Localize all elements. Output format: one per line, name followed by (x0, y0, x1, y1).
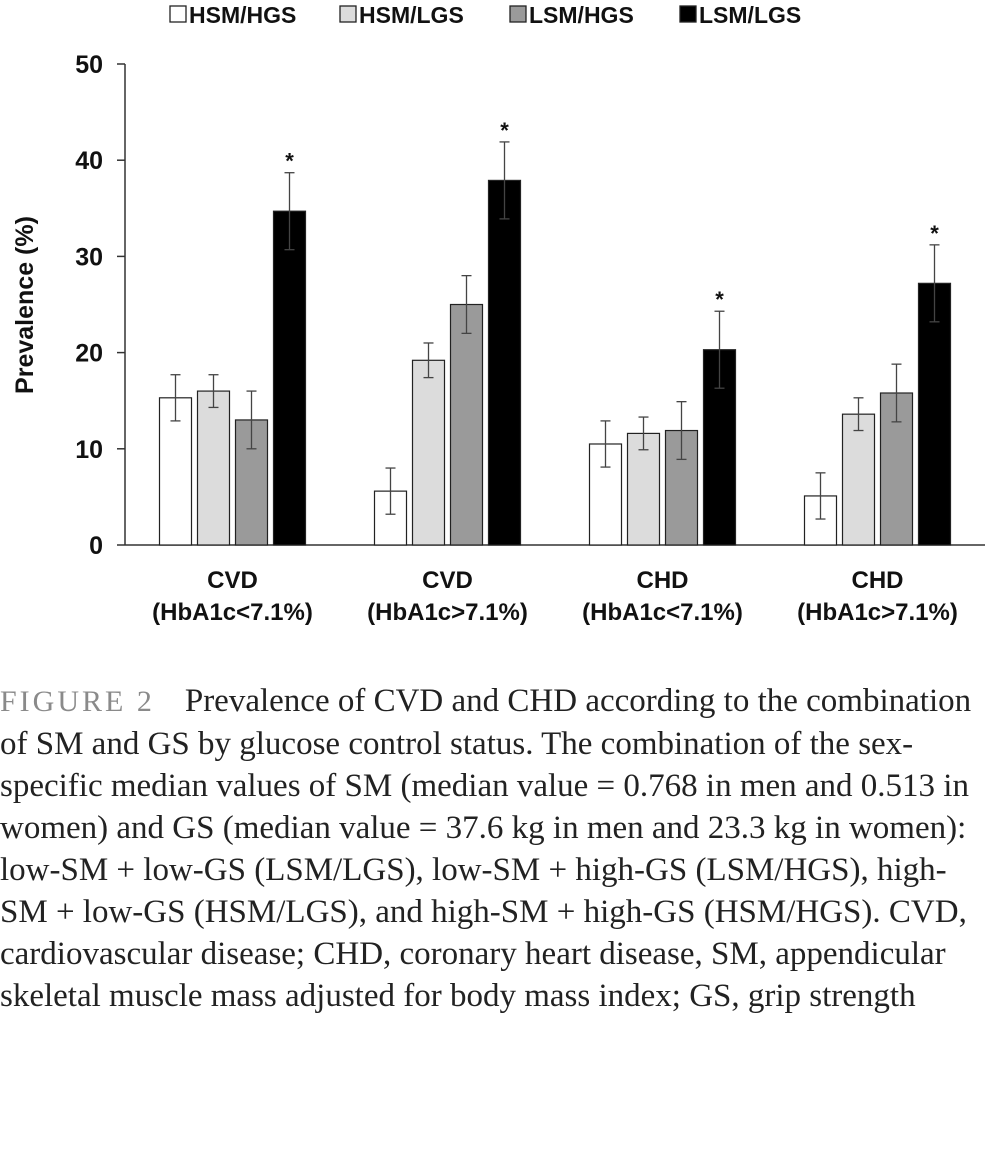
legend-swatch (169, 5, 187, 23)
significance-star: * (930, 221, 939, 246)
bar (158, 397, 193, 546)
x-tick-label-line: (HbA1c>7.1%) (367, 599, 528, 626)
bar (411, 359, 446, 546)
x-tick-label-line: (HbA1c<7.1%) (152, 599, 313, 626)
y-tick-label: 0 (89, 532, 103, 560)
x-axis: CVD (HbA1c<7.1%) CVD (HbA1c>7.1%) CHD (HbA1c<… (125, 544, 985, 626)
bars-group: * * * * (158, 118, 952, 546)
x-tick-label-line: (HbA1c>7.1%) (797, 599, 958, 626)
bar-chart: HSM/HGS HSM/LGS LSM/HGS LSM/LGS Prevalence … (11, 2, 985, 626)
x-tick-label: CVD (HbA1c<7.1%) (152, 567, 313, 626)
x-tick-label: CHD (HbA1c>7.1%) (797, 567, 958, 626)
bar (272, 210, 307, 546)
legend-label: HSM/LGS (359, 2, 464, 28)
figure-caption-text: Prevalence of CVD and CHD according to t… (0, 683, 972, 1014)
x-tick-label-line: CVD (207, 567, 258, 594)
bar (917, 282, 952, 546)
bar (449, 303, 484, 546)
legend-label: HSM/HGS (189, 2, 296, 28)
x-tick-label-line: CVD (422, 567, 473, 594)
legend-label: LSM/LGS (699, 2, 801, 28)
bar (196, 390, 231, 546)
bar (487, 179, 522, 546)
y-axis: 0 10 20 30 40 50 (75, 51, 126, 560)
legend-swatch (339, 5, 357, 23)
y-tick-label: 10 (75, 436, 103, 464)
x-tick-label: CHD (HbA1c<7.1%) (582, 567, 743, 626)
significance-star: * (715, 287, 724, 312)
x-tick-label-line: CHD (637, 567, 689, 594)
figure-label: FIGURE 2 (0, 685, 155, 718)
x-tick-label-line: (HbA1c<7.1%) (582, 599, 743, 626)
legend-swatch (509, 5, 527, 23)
y-tick-label: 20 (75, 340, 103, 368)
y-axis-label: Prevalence (%) (11, 216, 39, 394)
y-tick-label: 50 (75, 51, 103, 79)
legend-swatch (679, 5, 697, 23)
x-tick-label-line: CHD (852, 567, 904, 594)
chart-legend: HSM/HGS HSM/LGS LSM/HGS LSM/LGS (169, 2, 801, 28)
x-tick-label: CVD (HbA1c>7.1%) (367, 567, 528, 626)
figure-caption: FIGURE 2 Prevalence of CVD and CHD accord… (0, 680, 990, 1017)
significance-star: * (500, 118, 509, 143)
bar (841, 413, 876, 546)
y-tick-label: 30 (75, 243, 103, 271)
y-tick-label: 40 (75, 147, 103, 175)
bar (588, 443, 623, 546)
bar (626, 432, 661, 546)
significance-star: * (285, 149, 294, 174)
legend-label: LSM/HGS (529, 2, 634, 28)
